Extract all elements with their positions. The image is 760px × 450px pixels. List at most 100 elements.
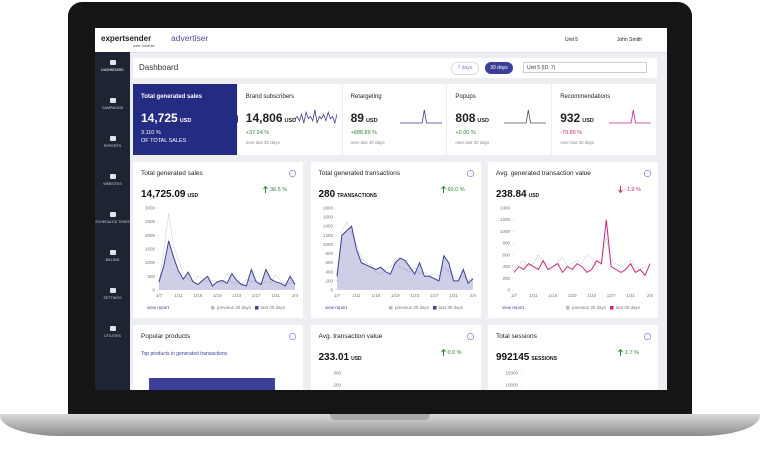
nav-item[interactable]: SETTINGS [95,288,130,300]
y-tick-label: 1400 [322,224,333,229]
chart: 15000 10000 [505,371,522,388]
kpi-value: 14,806 [245,111,283,125]
panel-value: 233.01 [318,352,350,363]
panel-value: 14,725.09 [141,189,186,200]
x-tick-label: 1/31 [449,293,458,298]
y-tick-label: 3000 [145,206,156,211]
y-tick-label: 2500 [145,219,156,224]
y-tick-label: 200 [333,383,341,388]
panel-change: -1.9 % [625,187,641,193]
nav-item[interactable]: DASHBOARD [95,60,130,72]
legend-label: last 30 days [439,305,464,310]
info-icon [644,333,651,340]
panel-unit: SESSIONS [531,356,557,362]
y-tick-label: 1800 [322,206,333,211]
y-tick-label: 15000 [505,371,518,376]
brand-sub: web module [133,43,155,48]
info-icon [289,170,296,177]
x-tick-label: 1/19 [390,293,399,298]
panel-value-row: 238.84 USD [496,184,539,202]
y-tick-label: 1500 [145,247,156,252]
x-tick-label: 1/11 [174,293,183,298]
sparkline [399,109,442,124]
nav-item[interactable]: CAMPAIGNS [95,98,130,110]
nav-item[interactable]: REPORTS [95,136,130,148]
panel-unit: USD [528,193,540,199]
y-tick-label: 10000 [505,383,518,388]
kpi-value: 808 [455,111,476,125]
panel-unit: USD [187,193,199,199]
nav-label: UTILITIES [104,334,121,338]
arrow-up [440,186,446,193]
y-tick-label: 1000 [500,229,511,234]
info-icon [289,333,296,340]
y-tick-label: 1400 [500,206,511,211]
view-report-link[interactable]: view report [502,305,525,310]
x-tick-label: 1/31 [271,293,280,298]
nav-item[interactable]: WEBSITES [95,174,130,186]
unit-menu[interactable]: Unit 5 [565,37,579,43]
panel-value: 238.84 [496,189,527,200]
panel-value: 280 [318,189,336,200]
kpi-card: Brand subscribers 14,806 USD +37.24 % over l… [237,84,342,155]
panel-title: Avg. transaction value [318,333,383,340]
x-tick-label: 2/4 [647,293,654,298]
chart: 300 200 [333,371,345,388]
x-tick-label: 1/23 [232,293,241,298]
sidebar: DASHBOARD CAMPAIGNS REPORTS WEBSITES SCHEDUL… [95,52,130,390]
panel-value-row: 233.01 USD [319,347,362,365]
panel-value-row: 14,725.09 USD [141,184,198,202]
kpi-share: 3.110 % [141,130,161,136]
legend-label: previous 30 days [572,305,607,310]
panel-title: Popular products [141,333,191,340]
product: advertiser [171,33,209,43]
kpi-value-row: 14,806 USD [246,109,296,127]
kpi-unit: USD [179,118,192,124]
user-menu[interactable]: John Smith [617,37,643,43]
top-bar: expertsender web module advertiser Unit … [95,28,667,53]
y-tick-label: 2000 [145,233,156,238]
legend-swatch [388,306,392,310]
panel-value-row: 280 TRANSACTIONS [319,184,377,202]
nav-item[interactable]: UTILITIES [95,326,130,338]
nav-icon [109,98,116,103]
legend-swatch [610,306,614,310]
unit-select[interactable]: Unit 5 (ID: 7) [523,62,647,73]
kpi-card: Retargeting 89 USD +888.89 % over last 30 da… [342,84,447,155]
panel-title: Total generated sales [141,170,203,177]
chart-panel: Total generated transactions 280 TRANSACTI… [310,162,481,318]
chart-panel: Avg. generated transaction value 238.84 US… [488,162,658,318]
kpi-unit: USD [477,118,490,124]
nav-item[interactable]: SCHEDULED TASKS [95,212,130,224]
legend-label: previous 30 days [217,305,252,310]
panel-change: 36.5 % [270,187,288,193]
panel-change: 0.0 % [447,350,462,356]
y-tick-label: 600 [325,260,333,265]
nav-label: WEBSITES [103,182,122,186]
series-line [158,240,296,287]
x-tick-label: 1/27 [607,293,616,298]
x-tick-label: 1/15 [371,293,380,298]
view-report-link[interactable]: view report [147,305,170,310]
nav-icon [109,60,116,65]
range-button[interactable]: 7 days [451,62,479,75]
y-tick-label: 500 [147,274,155,279]
x-tick-label: 1/27 [429,293,438,298]
view-report-link[interactable]: view report [325,305,348,310]
info-icon [644,170,651,177]
series-area [159,240,295,290]
nav-label: SCHEDULED TASKS [95,220,130,224]
sparkline [504,109,547,124]
legend-label: last 30 days [616,305,641,310]
nav-icon [109,174,116,179]
chart: 0 200 400 600 800 1000 1200 1400 1600 1800 1/7 1/11… [322,206,476,311]
nav-item[interactable]: BILLING [95,250,130,262]
sparkline-line [294,109,338,124]
y-tick-label: 0 [152,288,155,293]
kpi-change: +37.24 % [245,130,270,136]
sparkline [294,109,338,124]
kpi-unit: USD [284,118,297,124]
x-tick-label: 1/23 [410,293,419,298]
range-button-active[interactable]: 30 days [485,62,513,74]
